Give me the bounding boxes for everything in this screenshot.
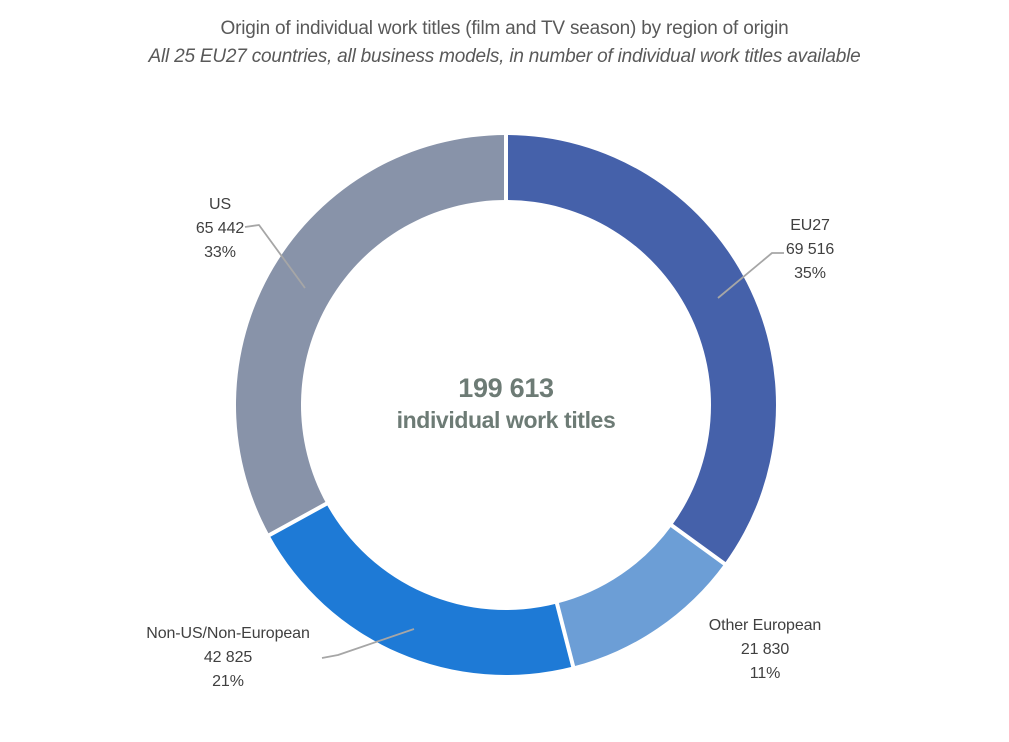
donut-segments: [236, 135, 776, 675]
label-eu27: EU27 69 516 35%: [786, 214, 834, 286]
donut-separators: [265, 132, 729, 670]
donut-segment-us: [236, 135, 507, 536]
segment-percent: 33%: [204, 244, 236, 261]
donut-segment-non-us-non-european: [269, 503, 574, 675]
leader-lines: [244, 224, 784, 659]
segment-value: 21 830: [740, 641, 790, 658]
segment-percent: 11%: [749, 665, 781, 682]
chart-subtitle: All 25 EU27 countries, all business mode…: [148, 46, 861, 67]
leader-line-non-us: [321, 628, 415, 659]
total-value: 199 613: [458, 373, 554, 403]
segment-name: Non-US/Non-European: [146, 625, 310, 642]
donut-center-label: 199 613 individual work titles: [397, 371, 616, 435]
leader-line-us: [244, 224, 306, 289]
segment-value: 42 825: [203, 649, 253, 666]
segment-value: 65 442: [195, 220, 245, 237]
segment-name: Other European: [708, 617, 822, 634]
segment-name: US: [208, 196, 232, 213]
total-caption: individual work titles: [396, 407, 616, 433]
chart-title: Origin of individual work titles (film a…: [220, 18, 789, 39]
segment-percent: 21%: [212, 673, 244, 690]
segment-name: EU27: [790, 217, 830, 234]
leader-line-eu27: [717, 252, 784, 299]
segment-value: 69 516: [785, 241, 835, 258]
label-us: US 65 442 33%: [196, 193, 244, 265]
donut-segment-eu27: [506, 135, 776, 564]
segment-separator: [668, 522, 729, 568]
segment-percent: 35%: [794, 265, 826, 282]
segment-separator: [554, 600, 576, 670]
segment-separator: [265, 500, 330, 539]
donut-segment-other-european: [556, 525, 725, 667]
label-non-us-non-european: Non-US/Non-European 42 825 21%: [146, 622, 310, 694]
label-other-european: Other European 21 830 11%: [708, 614, 822, 686]
